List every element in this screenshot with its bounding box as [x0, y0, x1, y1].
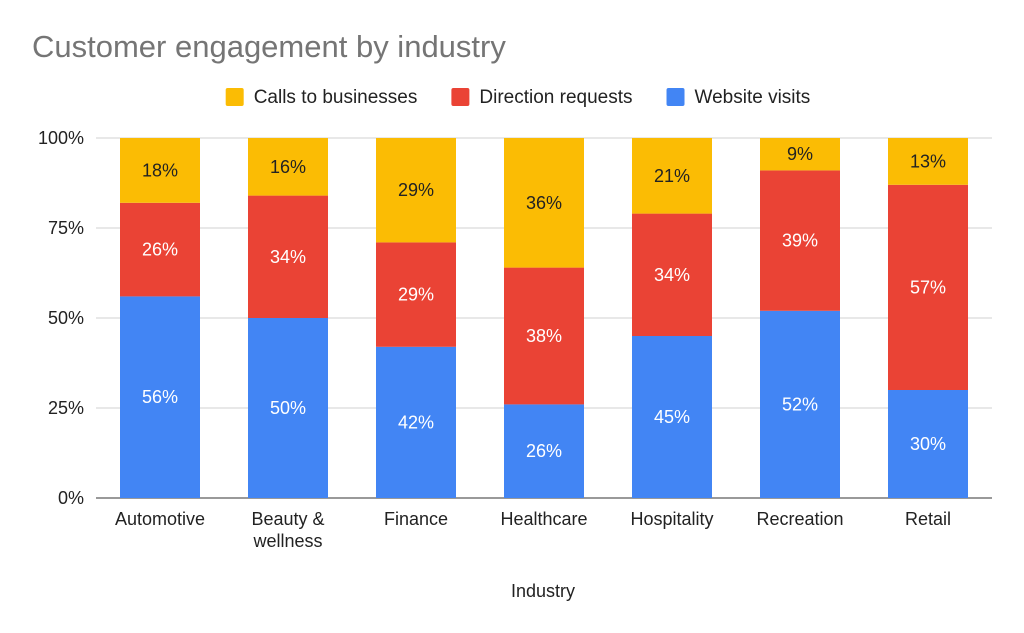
data-label: 29% — [398, 180, 434, 200]
chart-title: Customer engagement by industry — [32, 29, 506, 64]
bar-segment — [632, 336, 712, 498]
bar-segment — [120, 138, 200, 203]
bar-segment — [376, 346, 456, 498]
data-label: 29% — [398, 285, 434, 305]
bar-segment — [632, 138, 712, 214]
data-label: 38% — [526, 326, 562, 346]
data-label: 57% — [910, 277, 946, 297]
x-axis-labels: Automotive Beauty &wellness Finance Healthc… — [115, 509, 951, 551]
data-label: 50% — [270, 398, 306, 418]
data-label: 34% — [654, 265, 690, 285]
bar-stack: 52% 39% 9% — [760, 138, 840, 498]
legend-label: Direction requests — [479, 87, 632, 108]
bar-segment — [504, 404, 584, 498]
data-label: 26% — [526, 441, 562, 461]
x-axis-title: Industry — [511, 581, 575, 601]
y-tick-label: 0% — [58, 488, 84, 508]
bar-segment — [120, 296, 200, 498]
data-label: 36% — [526, 193, 562, 213]
y-tick-label: 25% — [48, 398, 84, 418]
bar-stack: 42% 29% 29% — [376, 138, 456, 498]
y-tick-label: 50% — [48, 308, 84, 328]
bar-segment — [248, 318, 328, 498]
legend-label: Calls to businesses — [254, 87, 418, 108]
bar-segment — [760, 138, 840, 171]
legend: Calls to businesses Direction requests Web… — [225, 87, 811, 108]
data-label: 16% — [270, 157, 306, 177]
bar-segment — [504, 138, 584, 268]
legend-label: Website visits — [695, 87, 811, 108]
bar-stack: 50% 34% 16% — [248, 138, 328, 498]
data-label: 45% — [654, 407, 690, 427]
x-tick-label: Retail — [905, 509, 951, 529]
data-label: 13% — [910, 151, 946, 171]
bar-segment — [632, 213, 712, 336]
data-label: 26% — [142, 240, 178, 260]
legend-swatch — [451, 88, 470, 106]
legend-swatch — [225, 88, 244, 106]
bar-segment — [888, 184, 968, 390]
legend-item: Direction requests — [451, 87, 633, 108]
legend-item: Website visits — [666, 87, 811, 108]
data-label: 39% — [782, 231, 818, 251]
bar-segment — [376, 242, 456, 347]
x-tick-label: Automotive — [115, 509, 205, 529]
bars: 56% 26% 18% 50% 34% 16% 42% 29% 29% 26% 38% 36% 45% 3… — [120, 138, 968, 498]
bar-segment — [888, 390, 968, 498]
data-label: 34% — [270, 247, 306, 267]
y-tick-label: 75% — [48, 218, 84, 238]
y-tick-label: 100% — [38, 128, 84, 148]
data-label: 30% — [910, 434, 946, 454]
bar-segment — [376, 138, 456, 243]
data-label: 9% — [787, 144, 813, 164]
x-tick-label: Hospitality — [630, 509, 713, 529]
bar-stack: 26% 38% 36% — [504, 138, 584, 498]
x-tick-label: Finance — [384, 509, 448, 529]
legend-item: Calls to businesses — [225, 87, 418, 108]
bar-stack: 45% 34% 21% — [632, 138, 712, 498]
bar-segment — [760, 170, 840, 311]
bar-segment — [504, 267, 584, 405]
x-tick-label: Healthcare — [500, 509, 587, 529]
data-label: 21% — [654, 166, 690, 186]
bar-stack: 56% 26% 18% — [120, 138, 200, 498]
bar-stack: 30% 57% 13% — [888, 138, 968, 498]
x-tick-label: wellness — [252, 531, 322, 551]
bar-segment — [760, 310, 840, 498]
legend-swatch — [666, 88, 685, 106]
bar-segment — [120, 202, 200, 297]
bar-segment — [888, 138, 968, 185]
x-tick-label: Recreation — [756, 509, 843, 529]
data-label: 56% — [142, 387, 178, 407]
data-label: 18% — [142, 160, 178, 180]
x-tick-label: Beauty & — [251, 509, 324, 529]
y-axis-ticks: 0% 25% 50% 75% 100% — [38, 128, 84, 508]
bar-segment — [248, 195, 328, 318]
data-label: 42% — [398, 412, 434, 432]
bar-segment — [248, 138, 328, 196]
data-label: 52% — [782, 394, 818, 414]
